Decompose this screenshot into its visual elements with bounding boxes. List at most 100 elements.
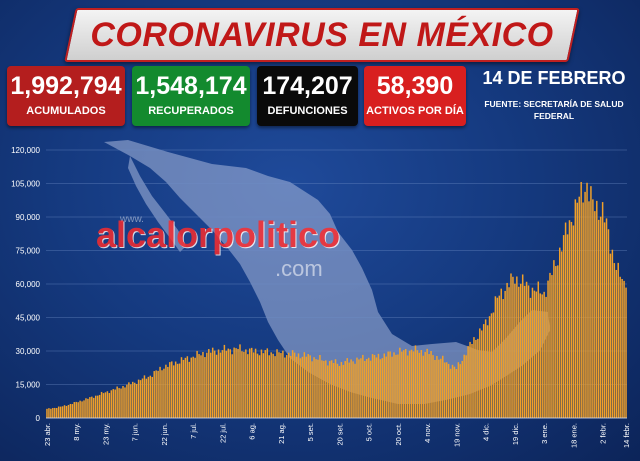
bar bbox=[102, 393, 105, 418]
bar bbox=[110, 390, 113, 418]
bar bbox=[350, 359, 352, 418]
bar bbox=[67, 404, 70, 418]
bar bbox=[59, 406, 62, 418]
bar bbox=[61, 406, 64, 418]
bar bbox=[358, 359, 360, 418]
bar bbox=[599, 216, 602, 418]
x-tick-label: 4 nov. bbox=[423, 423, 432, 443]
bar bbox=[545, 296, 547, 418]
bar bbox=[576, 202, 579, 418]
bar bbox=[210, 352, 212, 418]
bar bbox=[338, 366, 341, 418]
bar bbox=[174, 361, 177, 418]
x-tick-label: 8 my. bbox=[72, 423, 81, 441]
bar bbox=[580, 181, 582, 418]
stat-label: ACTIVOS POR DÍA bbox=[366, 105, 464, 117]
bar bbox=[192, 356, 194, 418]
bar bbox=[490, 313, 493, 418]
bar bbox=[597, 219, 600, 418]
bar bbox=[323, 360, 325, 418]
bar bbox=[512, 276, 514, 418]
bar bbox=[426, 348, 428, 418]
bar bbox=[139, 380, 142, 418]
x-tick-label: 3 ene. bbox=[540, 423, 549, 444]
x-tick-label: 14 febr. bbox=[622, 423, 631, 448]
bar bbox=[457, 362, 460, 418]
bar bbox=[100, 391, 103, 418]
bar bbox=[369, 360, 372, 418]
bar bbox=[280, 353, 282, 418]
bar bbox=[50, 408, 52, 418]
bar bbox=[523, 285, 526, 418]
bar bbox=[607, 229, 610, 418]
bar bbox=[383, 353, 386, 418]
bar bbox=[578, 196, 580, 418]
bar bbox=[371, 354, 374, 418]
bar bbox=[258, 355, 261, 418]
bar bbox=[188, 361, 191, 418]
bar bbox=[533, 290, 536, 418]
bar bbox=[469, 341, 471, 418]
bar bbox=[326, 365, 329, 418]
bar bbox=[231, 354, 233, 418]
bar bbox=[248, 348, 251, 418]
bar bbox=[225, 350, 228, 418]
bar bbox=[436, 355, 438, 418]
bar bbox=[163, 368, 165, 418]
bar bbox=[137, 379, 140, 418]
bar bbox=[87, 398, 89, 418]
bar bbox=[295, 356, 298, 418]
bar bbox=[315, 359, 317, 418]
bar bbox=[81, 401, 83, 418]
bar bbox=[463, 354, 465, 418]
y-tick-label: 30,000 bbox=[16, 347, 41, 356]
x-tick-label: 18 ene. bbox=[569, 423, 578, 448]
stat-activos: 58,390 ACTIVOS POR DÍA bbox=[364, 66, 466, 126]
bar bbox=[63, 405, 66, 418]
bar bbox=[410, 349, 413, 418]
bar bbox=[403, 350, 405, 418]
bar bbox=[171, 361, 173, 418]
bar bbox=[414, 345, 417, 418]
bar bbox=[613, 263, 616, 418]
bar bbox=[135, 383, 138, 418]
bar bbox=[449, 368, 452, 418]
bar bbox=[547, 280, 549, 418]
bar bbox=[518, 286, 520, 418]
bar bbox=[625, 287, 627, 418]
bar bbox=[215, 354, 218, 418]
bar bbox=[605, 218, 608, 418]
bar bbox=[555, 266, 557, 418]
bar bbox=[250, 347, 253, 418]
bar bbox=[510, 273, 512, 418]
bar bbox=[213, 350, 216, 418]
bar bbox=[186, 356, 189, 418]
bar bbox=[334, 359, 337, 418]
bar bbox=[592, 199, 594, 418]
bar bbox=[293, 352, 296, 418]
bar bbox=[180, 357, 183, 418]
bar bbox=[54, 407, 56, 418]
bar bbox=[252, 352, 255, 418]
bar bbox=[479, 328, 481, 418]
bar bbox=[346, 358, 348, 418]
bar bbox=[381, 358, 384, 418]
stat-label: ACUMULADOS bbox=[26, 105, 106, 117]
bar bbox=[514, 283, 516, 418]
bar bbox=[332, 362, 335, 418]
bar bbox=[440, 358, 442, 418]
bar bbox=[297, 353, 300, 418]
x-tick-label: 20 oct. bbox=[394, 423, 403, 446]
bar bbox=[453, 366, 456, 418]
bar bbox=[430, 351, 432, 418]
bar bbox=[516, 276, 518, 418]
bar bbox=[588, 201, 590, 418]
bar bbox=[373, 354, 376, 418]
bar bbox=[73, 402, 76, 418]
bar bbox=[529, 297, 532, 418]
bar bbox=[128, 382, 130, 418]
bar bbox=[46, 408, 48, 418]
bar bbox=[243, 351, 245, 418]
bar bbox=[268, 355, 270, 418]
